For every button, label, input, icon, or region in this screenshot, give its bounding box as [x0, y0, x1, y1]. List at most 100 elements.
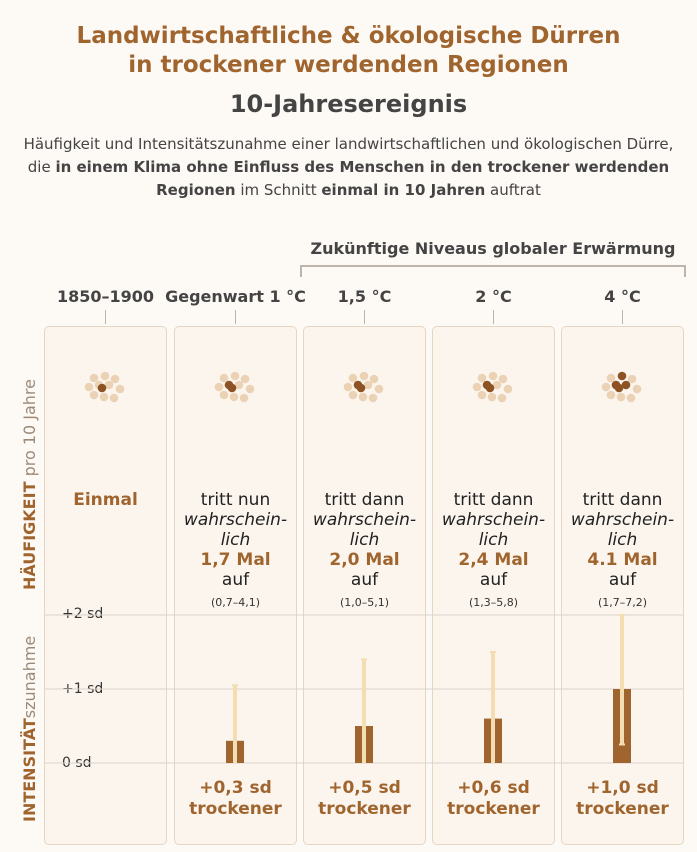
chart-description: Häufigkeit und Intensitätszunahme einer … — [10, 133, 687, 202]
freq-suffix: auf — [221, 570, 250, 590]
freq-suffix: auf — [350, 570, 379, 590]
frequency-dot — [109, 393, 119, 403]
desc-part-1: Häufigkeit und Intensitätszunahme einer … — [23, 135, 674, 176]
frequency-dot — [498, 374, 508, 384]
freq-prefix: tritt dann — [582, 490, 663, 510]
frequency-dot — [99, 392, 109, 402]
freq-italic: wahrschein- — [183, 510, 288, 530]
result-1-5: +0,5 sd trockener — [303, 778, 426, 820]
future-warming-label: Zukünftige Niveaus globaler Erwärmung — [310, 239, 676, 258]
freq-italic: wahrschein- — [570, 510, 675, 530]
header-present: Gegenwart 1 °C — [165, 287, 306, 306]
freq-value: 2,0 Mal — [329, 550, 400, 570]
freq-text-1-5: tritt dann wahrschein- lich 2,0 Mal auf … — [303, 490, 426, 613]
frequency-dot — [503, 384, 513, 394]
title-line-1: Landwirtschaftliche & ökologische Dürren — [76, 23, 621, 49]
freq-text-2: tritt dann wahrschein- lich 2,4 Mal auf … — [432, 490, 555, 613]
frequency-dot — [487, 392, 497, 402]
desc-bold-2: einmal in 10 Jahren — [321, 181, 486, 199]
y-tick-label-2sd: +2 sd — [62, 606, 104, 622]
result-value: +0,3 sd — [199, 778, 272, 798]
frequency-dot — [497, 393, 507, 403]
freq-text-present: tritt nun wahrschein- lich 1,7 Mal auf (… — [174, 490, 297, 613]
frequency-dot — [89, 373, 99, 383]
frequency-dot — [343, 382, 353, 392]
frequency-dot — [245, 384, 255, 394]
frequency-dot — [614, 383, 624, 393]
freq-range: (1,7–7,2) — [597, 596, 648, 609]
frequency-dot — [219, 373, 229, 383]
freq-italic-2: lich — [220, 530, 251, 550]
frequency-dot — [348, 390, 358, 400]
frequency-dot — [368, 393, 378, 403]
frequency-dot — [601, 382, 611, 392]
freq-range: (1,0–5,1) — [339, 596, 390, 609]
header-tick — [364, 310, 365, 324]
freq-text-4: tritt dann wahrschein- lich 4.1 Mal auf … — [561, 490, 684, 613]
frequency-dot — [485, 383, 495, 393]
freq-value: 4.1 Mal — [587, 550, 658, 570]
frequency-dot — [369, 374, 379, 384]
chart-subtitle: 10-Jahresereignis — [229, 90, 468, 118]
frequency-dot — [239, 393, 249, 403]
frequency-dot — [100, 371, 110, 381]
freq-italic: wahrschein- — [441, 510, 546, 530]
frequency-dot — [227, 383, 237, 393]
frequency-dot — [229, 392, 239, 402]
desc-part-3: auftrat — [485, 181, 541, 199]
frequency-dot — [240, 374, 250, 384]
frequency-dot — [104, 380, 114, 390]
result-word: trockener — [189, 799, 282, 819]
frequency-dot — [488, 371, 498, 381]
freq-range: (1,3–5,8) — [468, 596, 519, 609]
header-4: 4 °C — [604, 287, 641, 306]
result-4: +1,0 sd trockener — [561, 778, 684, 820]
header-1-5: 1,5 °C — [337, 287, 392, 306]
result-word: trockener — [447, 799, 540, 819]
result-value: +0,5 sd — [328, 778, 401, 798]
freq-value: 1,7 Mal — [200, 550, 271, 570]
frequency-dot — [492, 380, 502, 390]
panel-preindustrial — [44, 326, 167, 845]
header-preindustrial: 1850–1900 — [56, 287, 155, 306]
frequency-dot — [363, 380, 373, 390]
frequency-dot — [84, 382, 94, 392]
result-2: +0,6 sd trockener — [432, 778, 555, 820]
frequency-dot — [606, 373, 616, 383]
result-word: trockener — [576, 799, 669, 819]
freq-italic: wahrschein- — [312, 510, 417, 530]
frequency-dot — [621, 380, 631, 390]
title-line-2: in trockener werdenden Regionen — [128, 52, 569, 78]
result-value: +1,0 sd — [586, 778, 659, 798]
frequency-dot — [97, 383, 107, 393]
frequency-dot — [632, 384, 642, 394]
frequency-dot — [358, 392, 368, 402]
frequency-dot — [234, 380, 244, 390]
header-tick — [105, 310, 106, 324]
frequency-dot — [219, 390, 229, 400]
chart-title: Landwirtschaftliche & ökologische Dürren… — [0, 22, 697, 80]
header-tick — [235, 310, 236, 324]
freq-suffix: auf — [608, 570, 637, 590]
header-tick — [622, 310, 623, 324]
freq-italic-2: lich — [607, 530, 638, 550]
future-bracket — [300, 265, 686, 277]
frequency-dot — [477, 390, 487, 400]
frequency-dot — [356, 383, 366, 393]
freq-italic-2: lich — [478, 530, 509, 550]
result-present: +0,3 sd trockener — [174, 778, 297, 820]
freq-suffix: auf — [479, 570, 508, 590]
frequency-dot — [627, 374, 637, 384]
frequency-dot — [115, 384, 125, 394]
header-tick — [493, 310, 494, 324]
frequency-dot — [616, 392, 626, 402]
desc-part-2: im Schnitt — [235, 181, 322, 199]
frequency-dot — [89, 390, 99, 400]
frequency-dot — [626, 393, 636, 403]
result-word: trockener — [318, 799, 411, 819]
frequency-dot — [374, 384, 384, 394]
freq-prefix: tritt dann — [324, 490, 405, 510]
frequency-dot — [617, 371, 627, 381]
freq-prefix: tritt nun — [200, 490, 271, 510]
